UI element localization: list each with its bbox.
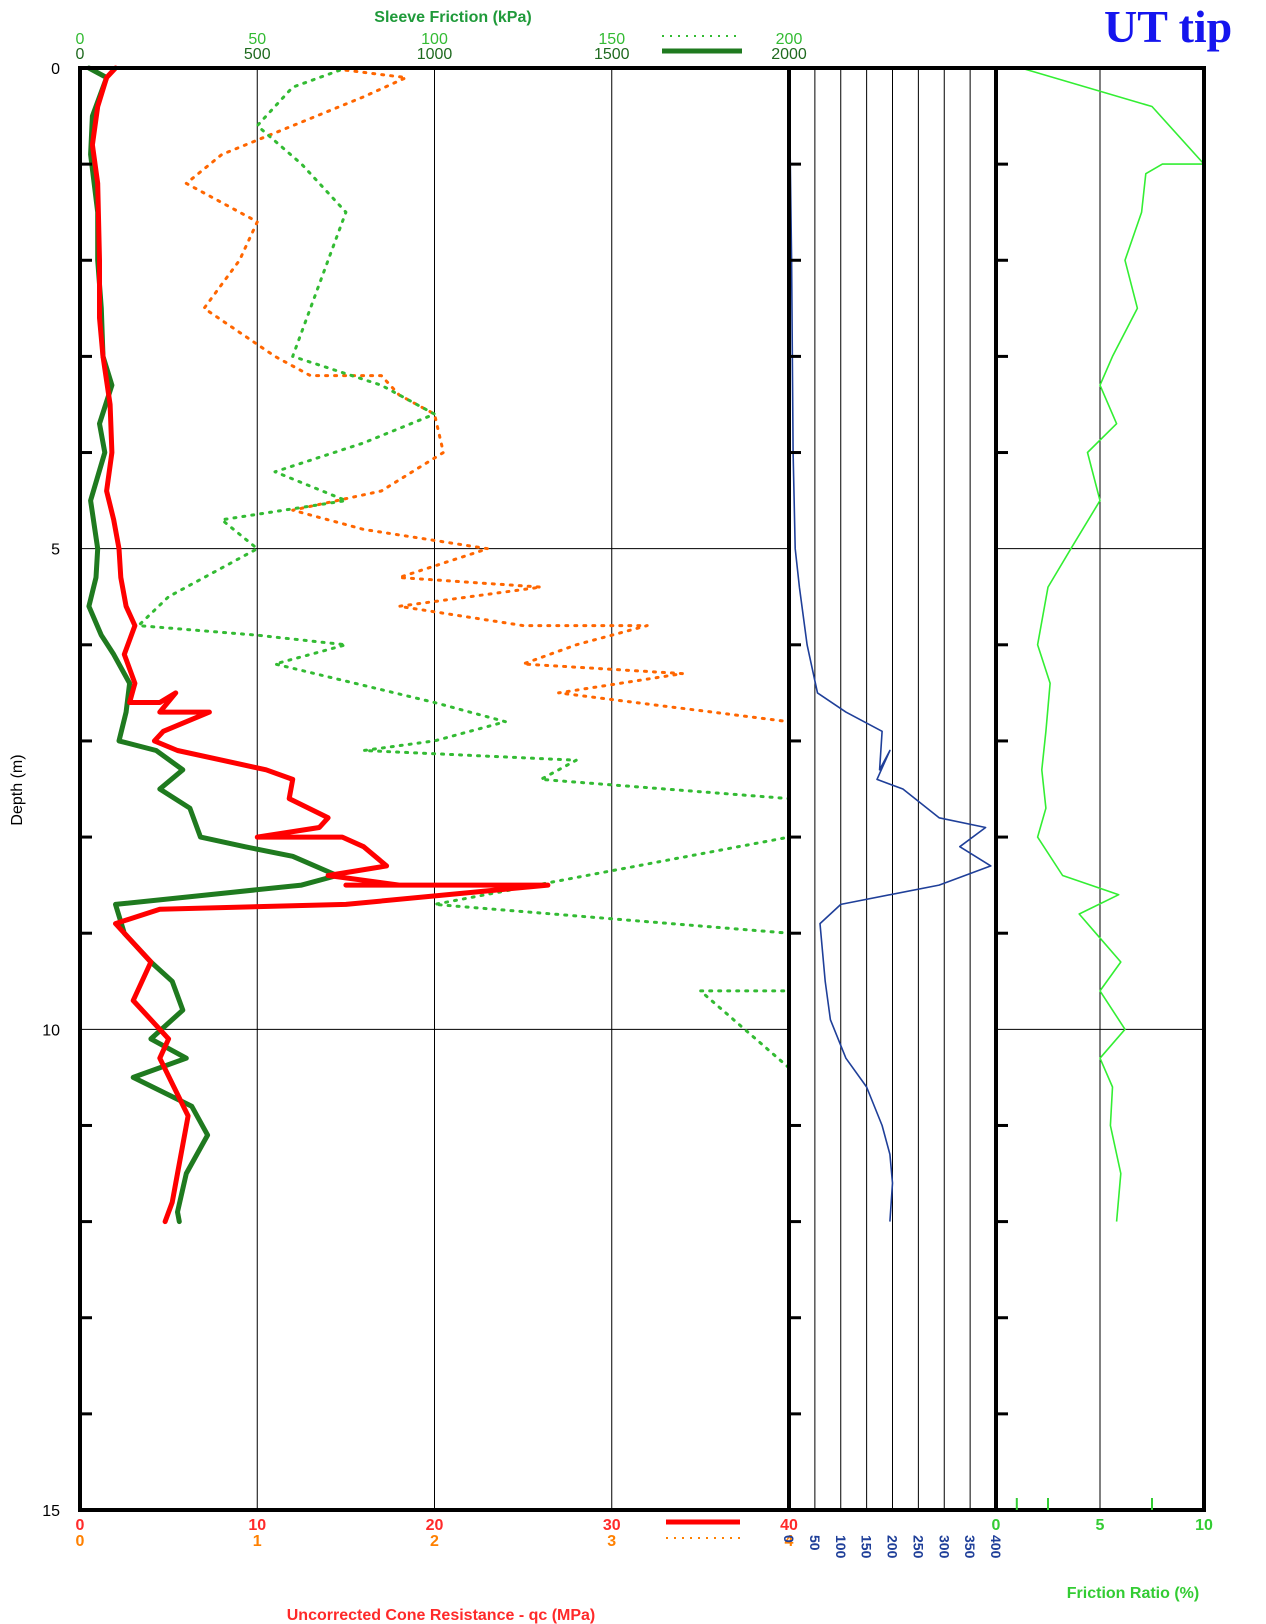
bottom-tick-label-fine: 1 (253, 1533, 262, 1550)
friction-ratio-tick-label: 5 (1096, 1517, 1105, 1534)
depth-tick-label: 10 (42, 1022, 60, 1039)
top-tick-label-fine: 100 (421, 31, 448, 48)
depth-tick-label: 5 (51, 542, 60, 559)
series-pore-pressure (788, 67, 992, 1222)
friction-ratio-axis-title: Friction Ratio (%) (1067, 1585, 1199, 1602)
pore-tick-label: 200 (885, 1535, 901, 1559)
bottom-tick-label-coarse: 0 (76, 1517, 85, 1534)
pore-tick-label: 250 (910, 1535, 926, 1559)
top-tick-label-coarse: 500 (244, 46, 271, 63)
bottom-tick-label-coarse: 20 (426, 1517, 444, 1534)
top-tick-label-fine: 150 (598, 31, 625, 48)
chart-legend (662, 35, 742, 1539)
bottom-tick-label-fine: 3 (607, 1533, 616, 1550)
bottom-tick-label-fine: 0 (76, 1533, 85, 1550)
bottom-tick-label-fine: 2 (430, 1533, 439, 1550)
top-tick-label-coarse: 0 (76, 46, 85, 63)
top-axis-title: Sleeve Friction (kPa) (374, 9, 531, 26)
chart-series (86, 65, 1205, 1225)
friction-ratio-tick-label: 0 (992, 1517, 1001, 1534)
panel-frames (78, 66, 1206, 1512)
bottom-tick-label-coarse: 40 (780, 1517, 798, 1534)
pore-tick-label: 0 (781, 1535, 797, 1543)
bottom-tick-label-fine: 4 (785, 1533, 794, 1550)
pore-tick-label: 400 (988, 1535, 1004, 1559)
top-tick-label-coarse: 1000 (417, 46, 453, 63)
depth-tick-label: 0 (51, 61, 60, 78)
friction-ratio-tick-label: 10 (1195, 1517, 1213, 1534)
depth-tick-label: 15 (42, 1503, 60, 1520)
top-tick-label-coarse: 1500 (594, 46, 630, 63)
top-tick-label-coarse: 2000 (771, 46, 807, 63)
pore-tick-label: 50 (807, 1535, 823, 1551)
top-tick-label-fine: 0 (76, 31, 85, 48)
series-fs_fine (184, 66, 791, 724)
chart-grid (80, 68, 1204, 1510)
series-qc (89, 65, 551, 1225)
series-friction-ratio (1020, 67, 1205, 1222)
pore-tick-label: 100 (833, 1535, 849, 1559)
bottom-tick-label-coarse: 10 (248, 1517, 266, 1534)
top-tick-label-fine: 200 (776, 31, 803, 48)
panel-3-frame (994, 66, 1206, 1512)
top-tick-label-fine: 50 (248, 31, 266, 48)
series-fs_coarse_fine (135, 66, 791, 1070)
brand-title: UT tip (1104, 1, 1233, 52)
y-axis-label: Depth (m) (9, 754, 26, 825)
bottom-axis-title: Uncorrected Cone Resistance - qc (MPa) (287, 1607, 596, 1624)
pore-tick-label: 150 (859, 1535, 875, 1559)
pore-tick-label: 300 (936, 1535, 952, 1559)
bottom-tick-label-coarse: 30 (603, 1517, 621, 1534)
pore-tick-label: 350 (962, 1535, 978, 1559)
